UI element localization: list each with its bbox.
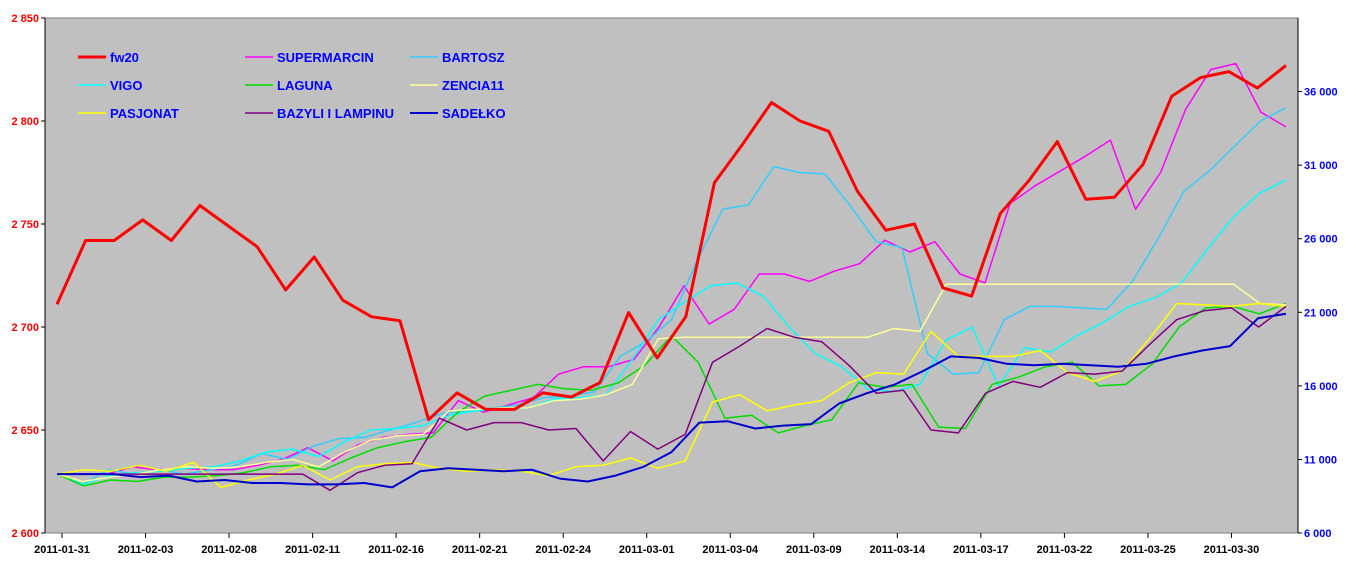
x-tick-label: 2011-02-24 [535, 544, 592, 556]
legend: fw20 SUPERMARCIN BARTOSZ VIGO LAGUNA ZENCIA11… [78, 50, 506, 121]
x-tick-label: 2011-03-17 [953, 544, 1009, 556]
series-line-pasjonat [56, 302, 1287, 489]
right-y-axis: 6 000 11 000 16 000 21 000 26 000 31 000 36 00… [1297, 18, 1338, 540]
right-tick-label: 31 000 [1304, 160, 1338, 172]
x-axis: 2011-01-31 2011-02-03 2011-02-08 2011-02-11… [34, 533, 1259, 556]
legend-label: SUPERMARCIN [277, 50, 374, 65]
legend-label: VIGO [110, 78, 143, 93]
x-tick-label: 2011-02-16 [368, 544, 424, 556]
legend-label: BARTOSZ [442, 50, 505, 65]
x-tick-label: 2011-02-21 [452, 544, 508, 556]
left-tick-label: 2 750 [11, 219, 39, 231]
x-tick-label: 2011-02-08 [201, 544, 257, 556]
legend-label: fw20 [110, 50, 139, 65]
right-tick-label: 26 000 [1304, 234, 1338, 246]
x-tick-label: 2011-03-04 [702, 544, 759, 556]
x-tick-label: 2011-03-30 [1204, 544, 1260, 556]
series-lines [55, 62, 1287, 492]
right-tick-label: 21 000 [1304, 307, 1338, 319]
x-tick-label: 2011-03-25 [1120, 544, 1176, 556]
series-line-vigo [56, 179, 1287, 486]
left-tick-label: 2 850 [11, 13, 39, 25]
legend-label: LAGUNA [277, 78, 333, 93]
legend-label: ZENCIA11 [442, 78, 504, 93]
legend-label: BAZYLI I LAMPINU [277, 106, 394, 121]
legend-label: PASJONAT [110, 106, 179, 121]
x-tick-label: 2011-03-01 [619, 544, 675, 556]
x-tick-label: 2011-03-09 [786, 544, 842, 556]
right-tick-label: 36 000 [1304, 87, 1338, 99]
left-tick-label: 2 600 [11, 528, 39, 540]
x-tick-label: 2011-03-14 [869, 544, 926, 556]
x-tick-label: 2011-03-22 [1037, 544, 1093, 556]
left-tick-label: 2 800 [11, 116, 39, 128]
left-y-axis: 2 600 2 650 2 700 2 750 2 800 2 850 [11, 13, 46, 540]
series-line-supermarcin [57, 62, 1287, 475]
series-line-fw20 [55, 64, 1287, 422]
plot-area [44, 17, 1299, 534]
x-tick-label: 2011-01-31 [34, 544, 90, 556]
legend-label: SADEŁKO [442, 106, 506, 121]
right-tick-label: 16 000 [1304, 381, 1338, 393]
series-line-sade-ko [57, 312, 1287, 489]
left-tick-label: 2 700 [11, 322, 39, 334]
right-tick-label: 6 000 [1304, 528, 1332, 540]
x-tick-label: 2011-02-03 [118, 544, 174, 556]
left-tick-label: 2 650 [11, 425, 39, 437]
x-tick-label: 2011-02-11 [285, 544, 340, 556]
series-line-bazyli-i-lampinu [57, 305, 1287, 492]
right-tick-label: 11 000 [1304, 454, 1337, 466]
